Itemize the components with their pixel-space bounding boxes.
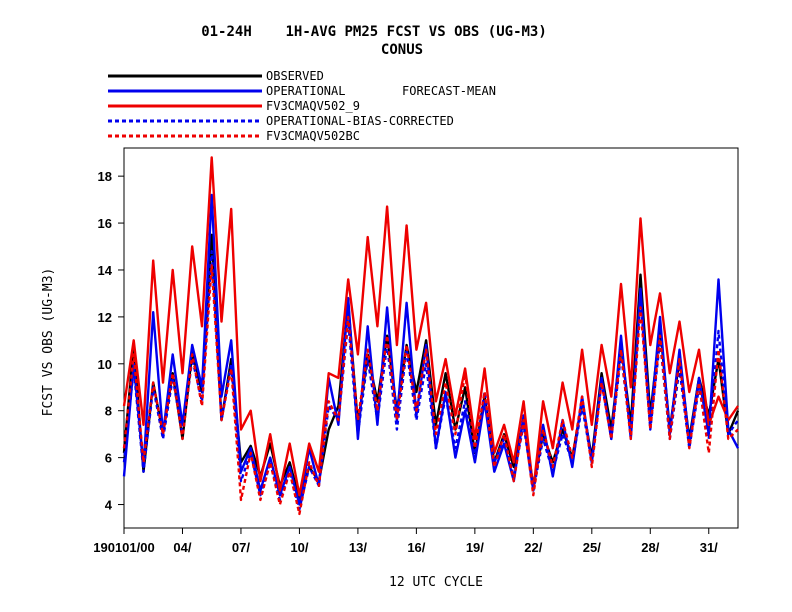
- y-tick-label: 12: [98, 310, 112, 325]
- legend-label-4: FV3CMAQV502BC: [266, 129, 360, 143]
- legend-label-3: OPERATIONAL-BIAS-CORRECTED: [266, 114, 454, 128]
- y-tick-label: 6: [105, 451, 112, 466]
- x-tick-label: 13/: [349, 540, 367, 555]
- axes-layer: 4 6 8 10 12 14 16 18 190101/00 04/07/10/13/16/19/…: [93, 169, 718, 555]
- y-tick-label: 14: [98, 263, 113, 278]
- x-tick-label: 10/: [290, 540, 308, 555]
- y-tick-label: 4: [105, 498, 113, 513]
- plot-frame: [123, 147, 739, 529]
- y-tick-label: 8: [105, 404, 112, 419]
- y-tick-label: 18: [98, 169, 112, 184]
- y-axis-label: FCST VS OBS (UG-M3): [41, 268, 56, 417]
- x-tick-label: 25/: [583, 540, 601, 555]
- x-tick-label: 31/: [700, 540, 718, 555]
- legend-label-2: FV3CMAQV502_9: [266, 99, 360, 113]
- x-tick-label: 16/: [407, 540, 425, 555]
- y-tick-label: 10: [98, 357, 112, 372]
- series-line-4: [122, 264, 739, 516]
- x-tick-label: 07/: [232, 540, 250, 555]
- x-tick-label: 19/: [466, 540, 484, 555]
- chart-title: 01-24H 1H-AVG PM25 FCST VS OBS (UG-M3): [201, 24, 547, 40]
- series-layer: [122, 156, 740, 516]
- x-tick-label: 04/: [173, 540, 191, 555]
- x-axis-label: 12 UTC CYCLE: [389, 575, 483, 590]
- series-line-2: [122, 156, 739, 497]
- x-tick-label: 28/: [641, 540, 659, 555]
- chart-subtitle: CONUS: [381, 42, 423, 58]
- y-tick-label: 16: [98, 216, 112, 231]
- series-line-3: [122, 249, 739, 511]
- x-tick-label: 190101/00: [93, 540, 154, 555]
- legend-label-0: OBSERVED: [266, 69, 324, 83]
- x-tick-label: 22/: [524, 540, 542, 555]
- legend-note: FORECAST-MEAN: [402, 84, 496, 98]
- legend-label-1: OPERATIONAL: [266, 84, 345, 98]
- legend: OBSERVEDOPERATIONALFV3CMAQV502_9OPERATIO…: [108, 69, 454, 143]
